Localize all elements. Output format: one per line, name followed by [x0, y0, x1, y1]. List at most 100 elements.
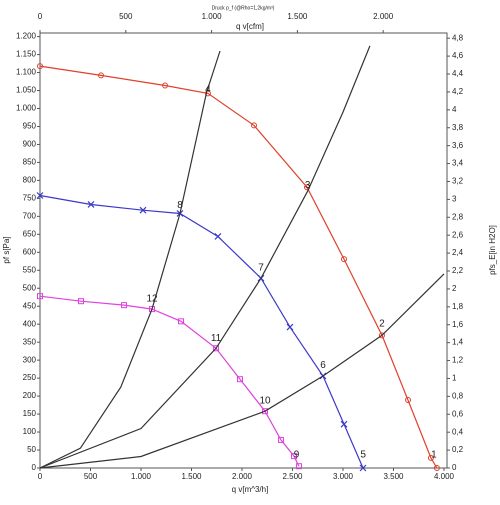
marker — [97, 72, 104, 79]
y-tick-label: 350 — [23, 337, 37, 346]
y2-tick-label: 4,4 — [452, 69, 464, 78]
y2-tick-label: 4 — [452, 105, 457, 114]
point-label: 9 — [294, 450, 300, 461]
y2-tick-label: 0,4 — [452, 427, 464, 436]
y-tick-label: 50 — [27, 445, 36, 454]
x2-tick-label: 500 — [119, 12, 133, 21]
y-tick-label: 1.050 — [16, 86, 37, 95]
y2-tick-label: 4,2 — [452, 87, 464, 96]
marker — [213, 345, 220, 352]
chart-title: Druck p_f (@Rho=1,2kg/m³) — [212, 5, 275, 11]
y2-tick-label: 3,8 — [452, 123, 464, 132]
y2-tick-label: 0,2 — [452, 445, 464, 454]
marker — [139, 206, 147, 214]
y-tick-label: 750 — [23, 193, 37, 202]
y-tick-label: 300 — [23, 355, 37, 364]
y-tick-label: 1.100 — [16, 68, 37, 77]
marker — [251, 122, 258, 129]
y2-tick-label: 2,4 — [452, 248, 464, 257]
y2-tick-label: 1,2 — [452, 356, 464, 365]
y-tick-label: 650 — [23, 229, 37, 238]
marker — [340, 420, 348, 428]
point-label: 4 — [205, 84, 211, 95]
y2-tick-label: 0,6 — [452, 409, 464, 418]
point-label: 11 — [211, 333, 222, 344]
y-tick-label: 700 — [23, 211, 37, 220]
point-label: 6 — [320, 360, 326, 371]
point-label: 2 — [379, 318, 385, 329]
y2-tick-label: 1 — [452, 374, 457, 383]
y2-tick-label: 1,6 — [452, 320, 464, 329]
x2-axis-title: q v[cfm] — [236, 22, 264, 31]
marker — [433, 465, 440, 471]
y-tick-label: 1.150 — [16, 50, 37, 59]
marker — [37, 293, 43, 300]
y-tick-label: 1.200 — [16, 32, 37, 41]
marker — [78, 298, 85, 305]
curve — [39, 65, 438, 469]
point-label: 10 — [259, 396, 271, 407]
y-tick-label: 100 — [23, 427, 37, 436]
marker — [359, 464, 367, 472]
x-tick-label: 3.000 — [333, 472, 354, 481]
marker — [204, 90, 211, 97]
marker — [262, 408, 269, 415]
y-tick-label: 500 — [23, 283, 37, 292]
x-tick-label: 500 — [84, 472, 98, 481]
y-tick-label: 900 — [23, 140, 37, 149]
y2-tick-label: 4,6 — [452, 51, 464, 60]
x-tick-label: 3.500 — [383, 472, 404, 481]
y2-axis-title: pfs_E[in H2O] — [488, 225, 497, 275]
y-tick-label: 400 — [23, 319, 37, 328]
x2-tick-label: 2.000 — [373, 12, 394, 21]
x2-tick-label: 1.500 — [287, 12, 308, 21]
marker — [290, 453, 297, 460]
y2-tick-label: 0 — [452, 463, 457, 472]
point-label: 3 — [305, 180, 311, 191]
point-label: 5 — [360, 450, 366, 461]
y2-tick-label: 1,4 — [452, 338, 464, 347]
x-tick-label: 1.000 — [131, 472, 152, 481]
point-label: 8 — [177, 200, 183, 211]
y-tick-label: 950 — [23, 122, 37, 131]
marker — [286, 323, 294, 331]
y2-tick-label: 2,6 — [452, 230, 464, 239]
y2-tick-label: 3,6 — [452, 141, 464, 150]
x2-tick-label: 1.000 — [202, 12, 223, 21]
marker — [295, 463, 302, 470]
y2-tick-label: 4,8 — [452, 33, 464, 42]
point-label: 7 — [258, 263, 264, 274]
marker — [378, 332, 385, 339]
y-axis-title: pf s[Pa] — [2, 236, 11, 263]
marker — [177, 318, 184, 325]
x-tick-label: 4.000 — [434, 472, 455, 481]
y2-tick-label: 3,4 — [452, 159, 464, 168]
point-label: 12 — [146, 293, 158, 304]
marker — [37, 63, 43, 70]
marker — [162, 82, 169, 89]
y-tick-label: 150 — [23, 409, 37, 418]
y-tick-label: 600 — [23, 247, 37, 256]
x-tick-label: 2.500 — [282, 472, 303, 481]
curve — [39, 273, 445, 469]
marker — [36, 192, 44, 199]
marker — [405, 397, 412, 404]
y2-tick-label: 2 — [452, 284, 457, 293]
curve — [39, 45, 371, 469]
x-tick-label: 1.500 — [181, 472, 202, 481]
y2-tick-label: 2,2 — [452, 266, 464, 275]
y-tick-label: 550 — [23, 265, 37, 274]
y2-tick-label: 3 — [452, 194, 457, 203]
point-label: 1 — [431, 450, 437, 461]
marker — [121, 302, 128, 309]
y-tick-label: 250 — [23, 373, 37, 382]
y-tick-label: 0 — [32, 463, 37, 472]
x-axis-title: q v[m^3/h] — [232, 485, 269, 494]
x-tick-label: 0 — [38, 472, 43, 481]
plot-frame — [39, 32, 448, 469]
marker — [427, 454, 434, 461]
y-tick-label: 1.000 — [16, 104, 37, 113]
marker — [214, 233, 222, 240]
y-tick-label: 450 — [23, 301, 37, 310]
